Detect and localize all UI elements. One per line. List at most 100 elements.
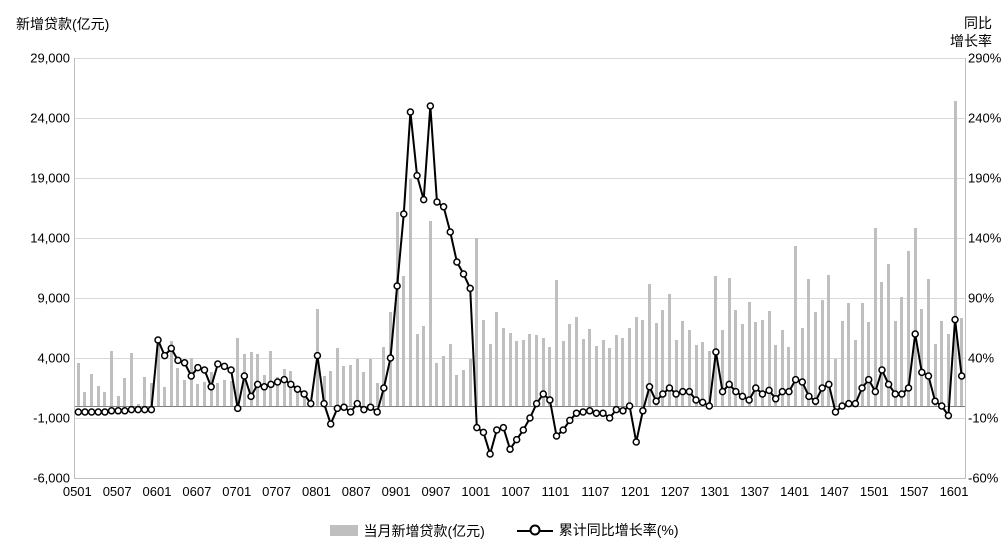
line-marker [228, 367, 234, 373]
line-marker [474, 425, 480, 431]
line-marker [175, 357, 181, 363]
x-tick-label: 1301 [700, 484, 729, 499]
line-marker [759, 391, 765, 397]
line-marker [573, 410, 579, 416]
line-marker [500, 425, 506, 431]
line-marker [467, 285, 473, 291]
line-marker [494, 427, 500, 433]
line-marker [912, 331, 918, 337]
x-tick-label: 1101 [542, 484, 570, 499]
x-tick-label: 0801 [302, 484, 331, 499]
line-marker [261, 384, 267, 390]
line-marker [919, 369, 925, 375]
legend-line-label: 累计同比增长率(%) [559, 520, 679, 540]
line-marker [607, 415, 613, 421]
line-marker [155, 337, 161, 343]
line-marker [653, 398, 659, 404]
line-marker [899, 391, 905, 397]
line-marker [713, 349, 719, 355]
line-marker [221, 363, 227, 369]
plot-area [74, 58, 966, 479]
line-marker [813, 398, 819, 404]
x-tick-label: 0701 [222, 484, 251, 499]
line-marker [560, 427, 566, 433]
line-marker [892, 391, 898, 397]
line-marker [168, 345, 174, 351]
line-marker [660, 391, 666, 397]
legend-line-swatch [517, 524, 553, 536]
line-marker [248, 393, 254, 399]
line-series-svg [75, 58, 965, 478]
line-marker [547, 397, 553, 403]
x-tick-label: 0507 [103, 484, 132, 499]
line-marker [613, 407, 619, 413]
line-marker [341, 404, 347, 410]
line-marker [394, 283, 400, 289]
y-right-tick-label: -60% [968, 471, 998, 486]
line-marker [387, 355, 393, 361]
line-marker [401, 211, 407, 217]
y-left-tick-label: 4,000 [37, 351, 70, 366]
line-marker [381, 385, 387, 391]
line-marker [746, 397, 752, 403]
y-right-tick-label: 240% [968, 111, 1001, 126]
line-marker [520, 427, 526, 433]
line-marker [740, 393, 746, 399]
line-marker [514, 437, 520, 443]
x-tick-label: 1501 [860, 484, 889, 499]
line-marker [454, 259, 460, 265]
line-marker [421, 197, 427, 203]
line-marker [480, 429, 486, 435]
x-tick-label: 0901 [382, 484, 411, 499]
line-marker [686, 389, 692, 395]
line-marker [647, 384, 653, 390]
line-marker [182, 360, 188, 366]
line-marker [952, 317, 958, 323]
line-marker [593, 410, 599, 416]
line-marker [534, 401, 540, 407]
y-left-tick-label: 29,000 [30, 51, 70, 66]
line-marker [773, 396, 779, 402]
chart-container: 新增贷款(亿元) 同比 增长率 当月新增贷款(亿元) 累计同比增长率(%) -6… [0, 0, 1008, 551]
line-marker [301, 391, 307, 397]
line-marker [135, 407, 141, 413]
y-left-tick-label: 19,000 [30, 171, 70, 186]
legend-bar-label: 当月新增贷款(亿元) [364, 521, 485, 541]
line-marker [314, 353, 320, 359]
y-right-tick-label: -10% [968, 411, 998, 426]
line-marker [959, 373, 965, 379]
line-marker [640, 408, 646, 414]
line-marker [600, 410, 606, 416]
line-marker [733, 389, 739, 395]
line-marker [195, 365, 201, 371]
line-marker [866, 377, 872, 383]
line-marker [188, 373, 194, 379]
x-tick-label: 0907 [422, 484, 451, 499]
line-marker [487, 451, 493, 457]
line-marker [846, 401, 852, 407]
line-marker [434, 199, 440, 205]
line-marker [235, 405, 241, 411]
line-marker [700, 399, 706, 405]
line-marker [441, 204, 447, 210]
y-right-axis-title: 同比 增长率 [950, 14, 992, 50]
line-marker [202, 367, 208, 373]
line-marker [932, 398, 938, 404]
line-marker [779, 389, 785, 395]
line-marker [295, 386, 301, 392]
y-right-tick-label: 140% [968, 231, 1001, 246]
x-tick-label: 0607 [182, 484, 211, 499]
line-marker [215, 361, 221, 367]
line-marker [706, 403, 712, 409]
x-tick-label: 1507 [900, 484, 929, 499]
line-marker [540, 391, 546, 397]
line-marker [361, 407, 367, 413]
line-marker [241, 373, 247, 379]
x-tick-label: 1207 [661, 484, 690, 499]
y-left-tick-label: 14,000 [30, 231, 70, 246]
line-marker [726, 381, 732, 387]
line-marker [799, 379, 805, 385]
line-marker [374, 409, 380, 415]
line-marker [945, 413, 951, 419]
line-marker [839, 403, 845, 409]
